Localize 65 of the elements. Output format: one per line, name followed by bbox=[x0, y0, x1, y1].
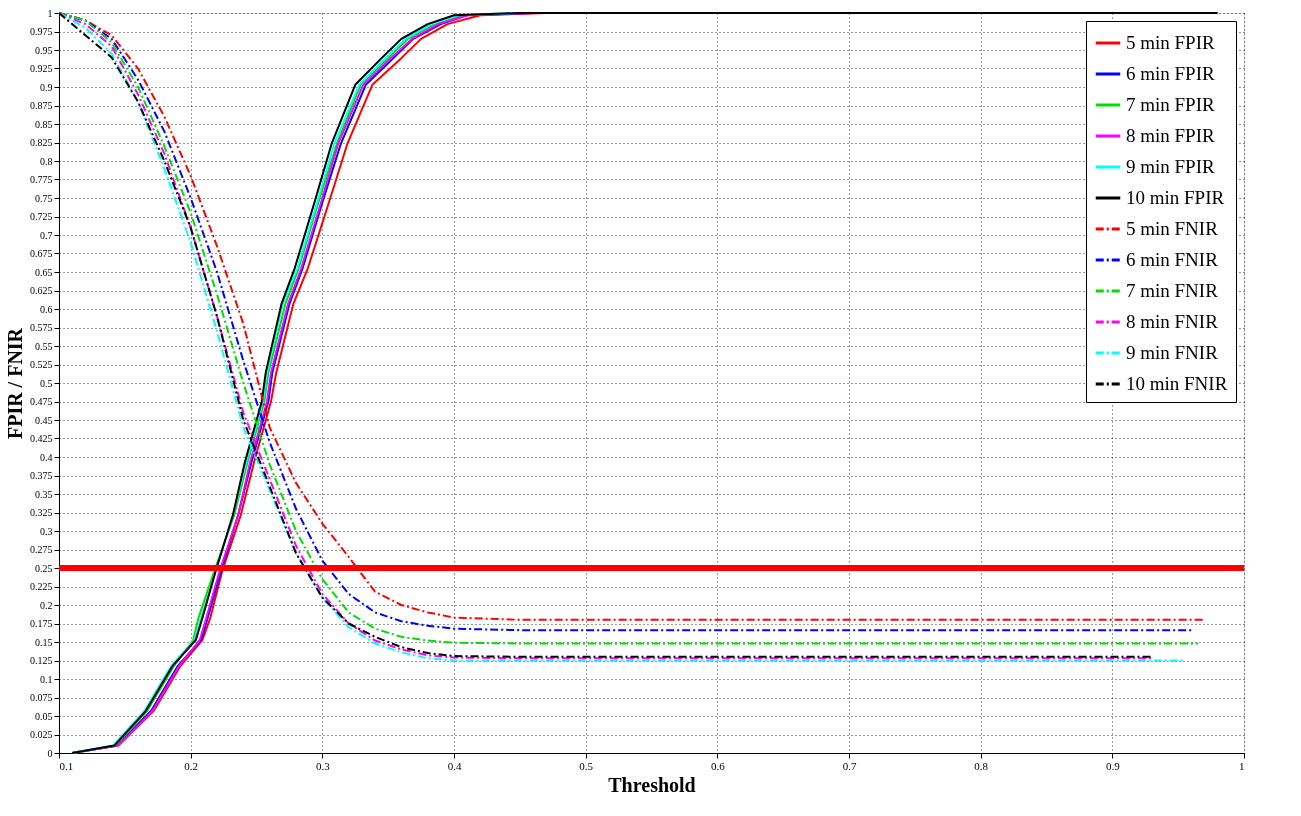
y-tick-label: 0.675 bbox=[30, 248, 53, 259]
y-tick-label: 0.975 bbox=[30, 26, 53, 37]
x-tick-label: 0.3 bbox=[315, 759, 331, 772]
legend-label: 6 min FPIR bbox=[1126, 63, 1216, 84]
y-tick-label: 0.425 bbox=[30, 433, 53, 444]
y-tick-label: 1 bbox=[47, 7, 53, 19]
x-tick-label: 0.8 bbox=[974, 759, 989, 772]
y-tick-label: 0.525 bbox=[30, 359, 53, 370]
y-tick-label: 0.225 bbox=[30, 581, 53, 592]
y-tick-label: 0.05 bbox=[35, 710, 53, 722]
legend-label: 10 min FNIR bbox=[1126, 373, 1228, 394]
y-tick-label: 0.6 bbox=[40, 303, 53, 315]
y-tick-label: 0.275 bbox=[30, 544, 53, 555]
y-tick-label: 0.825 bbox=[30, 137, 53, 148]
y-tick-label: 0.85 bbox=[35, 118, 53, 130]
legend-label: 6 min FNIR bbox=[1126, 249, 1219, 270]
y-tick-label: 0.1 bbox=[40, 673, 53, 685]
x-axis-title: Threshold bbox=[608, 773, 696, 796]
y-tick-label: 0.65 bbox=[35, 266, 53, 278]
y-tick-label: 0.375 bbox=[30, 470, 53, 481]
y-tick-label: 0.175 bbox=[30, 618, 53, 629]
y-tick-label: 0.5 bbox=[40, 377, 53, 389]
legend-label: 9 min FPIR bbox=[1126, 156, 1216, 177]
y-tick-label: 0.025 bbox=[30, 729, 53, 740]
y-tick-label: 0.775 bbox=[30, 174, 53, 185]
y-tick-label: 0.25 bbox=[35, 562, 53, 574]
legend-label: 10 min FPIR bbox=[1126, 187, 1225, 208]
y-tick-label: 0.9 bbox=[40, 81, 53, 93]
y-tick-label: 0.125 bbox=[30, 655, 53, 666]
y-tick-label: 0.575 bbox=[30, 322, 53, 333]
x-tick-label: 0.5 bbox=[579, 759, 594, 772]
x-tick-label: 0.7 bbox=[842, 759, 857, 772]
y-tick-label: 0.55 bbox=[35, 340, 53, 352]
y-tick-label: 0.925 bbox=[30, 63, 53, 74]
y-tick-label: 0.2 bbox=[40, 599, 53, 611]
y-tick-label: 0.95 bbox=[35, 44, 53, 56]
y-tick-label: 0.475 bbox=[30, 396, 53, 407]
y-tick-label: 0.35 bbox=[35, 488, 53, 500]
legend-label: 5 min FNIR bbox=[1126, 218, 1219, 239]
x-tick-label: 0.6 bbox=[710, 759, 726, 772]
x-tick-label: 0.1 bbox=[59, 759, 74, 772]
y-tick-label: 0.4 bbox=[40, 451, 53, 463]
legend-label: 9 min FNIR bbox=[1126, 342, 1219, 363]
y-tick-label: 0.625 bbox=[30, 285, 53, 296]
y-tick-label: 0.075 bbox=[30, 692, 53, 703]
legend-label: 7 min FPIR bbox=[1126, 94, 1216, 115]
legend-label: 8 min FPIR bbox=[1126, 125, 1216, 146]
legend-label: 5 min FPIR bbox=[1126, 32, 1216, 53]
x-tick-label: 0.9 bbox=[1105, 759, 1121, 772]
y-tick-label: 0.725 bbox=[30, 211, 53, 222]
legend-label: 8 min FNIR bbox=[1126, 311, 1219, 332]
y-tick-label: 0.7 bbox=[40, 229, 53, 241]
y-tick-label: 0.875 bbox=[30, 100, 53, 111]
y-tick-label: 0.45 bbox=[35, 414, 53, 426]
y-tick-label: 0 bbox=[47, 747, 53, 759]
y-tick-label: 0.15 bbox=[35, 636, 53, 648]
y-tick-label: 0.3 bbox=[40, 525, 53, 537]
x-tick-label: 0.2 bbox=[184, 759, 199, 772]
x-tick-label: 1 bbox=[1239, 759, 1245, 772]
legend-label: 7 min FNIR bbox=[1126, 280, 1219, 301]
y-tick-label: 0.75 bbox=[35, 192, 53, 204]
x-tick-label: 0.4 bbox=[447, 759, 462, 772]
y-tick-label: 0.325 bbox=[30, 507, 53, 518]
y-axis-title: FPIR / FNIR bbox=[4, 327, 26, 440]
y-tick-label: 0.8 bbox=[40, 155, 53, 167]
